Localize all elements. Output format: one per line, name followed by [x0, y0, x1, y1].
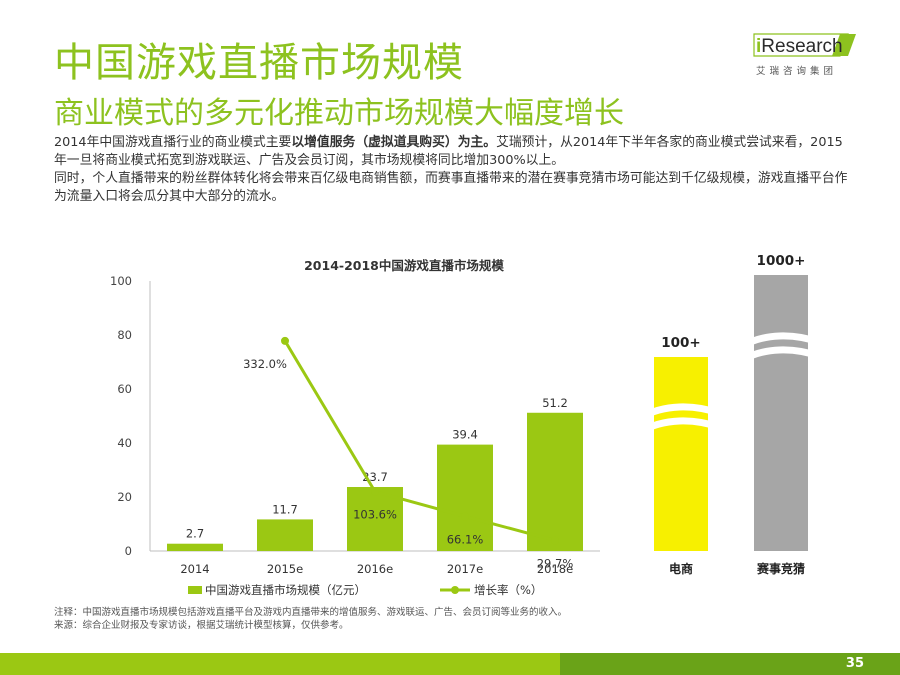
chart-title: 2014-2018中国游戏直播市场规模 [304, 258, 504, 273]
comparison-bars: 100+ 电商 1000+ 赛事竞猜 [636, 253, 826, 576]
legend-swatch-marker [451, 586, 459, 594]
comparison-category-label: 电商 [669, 561, 693, 576]
bar-data-label: 51.2 [542, 396, 568, 410]
y-tick-label: 100 [110, 274, 132, 288]
iresearch-logo: iResearch 艾瑞咨询集团 [752, 30, 862, 80]
growth-line-series: 332.0% 103.6% 66.1% 29.7% [243, 336, 574, 570]
x-tick-label: 2015e [267, 562, 303, 576]
growth-point [461, 512, 469, 521]
comparison-bar-label: 1000+ [757, 253, 806, 269]
x-tick-label: 2016e [357, 562, 393, 576]
y-tick-label: 80 [117, 328, 132, 342]
y-axis: 0 20 40 60 80 100 [110, 274, 151, 558]
logo-shape [753, 33, 856, 57]
growth-data-label: 332.0% [243, 357, 287, 371]
x-tick-label: 2018e [537, 562, 573, 576]
comparison-bar [754, 275, 808, 551]
x-tick-label: 2017e [447, 562, 483, 576]
growth-line-path [283, 340, 556, 542]
logo-wordmark: iResearch [756, 36, 843, 57]
bar-data-label: 39.4 [452, 428, 478, 442]
bar [257, 519, 313, 551]
y-tick-label: 40 [117, 436, 132, 450]
growth-point [371, 487, 379, 496]
footer-bar-accent [560, 653, 900, 675]
comparison-category-label: 赛事竞猜 [756, 561, 805, 576]
growth-point [281, 336, 289, 345]
bar-data-label: 11.7 [272, 502, 298, 516]
page-number: 35 [845, 656, 864, 671]
comparison-bar [654, 357, 708, 551]
y-tick-label: 20 [117, 490, 132, 504]
x-tick-label: 2014 [180, 562, 209, 576]
legend-swatch-bar [188, 586, 202, 594]
growth-point [551, 536, 559, 545]
description-paragraph-1: 2014年中国游戏直播行业的商业模式主要以增值服务（虚拟道具购买）为主。艾瑞预计… [54, 135, 843, 168]
legend-label-line: 增长率（%） [474, 583, 542, 597]
description-paragraph-2: 同时，个人直播带来的粉丝群体转化将会带来百亿级电商销售额，而赛事直播带来的潜在赛… [54, 171, 848, 204]
logo-subtext: 艾瑞咨询集团 [756, 66, 838, 77]
bar-series: 2.711.723.739.451.2 [167, 396, 583, 551]
axis-break-mark [636, 403, 726, 436]
axis-break-mark [736, 332, 826, 365]
growth-data-label: 29.7% [537, 556, 574, 570]
page-title: 中国游戏直播市场规模 [54, 40, 464, 86]
comparison-bar-label: 100+ [661, 335, 701, 351]
page-subtitle: 商业模式的多元化推动市场规模大幅度增长 [54, 96, 624, 131]
bar-data-label: 2.7 [186, 527, 204, 541]
bar [527, 412, 583, 551]
bar [167, 543, 223, 551]
description: 2014年中国游戏直播行业的商业模式主要以增值服务（虚拟道具购买）为主。艾瑞预计… [54, 134, 854, 206]
bar [437, 444, 493, 551]
growth-data-label: 103.6% [353, 508, 397, 522]
legend-label-bar: 中国游戏直播市场规模（亿元） [205, 583, 366, 597]
growth-data-label: 66.1% [447, 532, 484, 546]
chart-legend: 中国游戏直播市场规模（亿元） 增长率（%） [188, 583, 542, 597]
footnote-note: 注释：中国游戏直播市场规模包括游戏直播平台及游戏内直播带来的增值服务、游戏联运、… [54, 607, 568, 618]
footnote-source: 来源：综合企业财报及专家访谈，根据艾瑞统计模型核算，仅供参考。 [54, 620, 349, 631]
y-tick-label: 60 [117, 382, 132, 396]
y-tick-label: 0 [125, 544, 132, 558]
footnotes: 注释：中国游戏直播市场规模包括游戏直播平台及游戏内直播带来的增值服务、游戏联运、… [54, 606, 567, 632]
x-axis: 2014 2015e 2016e 2017e 2018e [150, 550, 600, 576]
